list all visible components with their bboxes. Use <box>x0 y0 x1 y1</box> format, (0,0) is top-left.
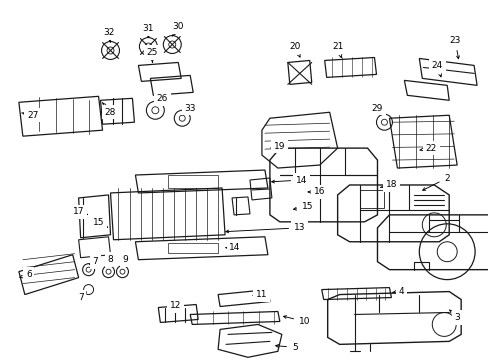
Text: 14: 14 <box>225 243 240 252</box>
Text: 26: 26 <box>156 94 168 103</box>
Text: 6: 6 <box>20 270 32 279</box>
Text: 15: 15 <box>293 202 313 211</box>
Text: 15: 15 <box>93 218 107 228</box>
Text: 7: 7 <box>78 292 86 302</box>
Text: 4: 4 <box>392 287 404 296</box>
Text: 21: 21 <box>331 42 343 58</box>
Text: 31: 31 <box>142 24 154 37</box>
Text: 23: 23 <box>448 36 460 59</box>
Text: 13: 13 <box>225 223 305 233</box>
Text: 8: 8 <box>107 255 113 264</box>
Text: 27: 27 <box>21 111 39 120</box>
Text: 33: 33 <box>184 104 196 113</box>
Text: 7: 7 <box>89 257 98 266</box>
Text: 12: 12 <box>169 301 181 310</box>
Text: 11: 11 <box>252 290 267 299</box>
Text: 20: 20 <box>288 42 300 57</box>
Text: 2: 2 <box>422 174 449 190</box>
Text: 9: 9 <box>122 255 128 264</box>
Text: 1: 1 <box>0 359 1 360</box>
Text: 17: 17 <box>73 207 87 216</box>
Text: 24: 24 <box>431 61 442 77</box>
Text: 3: 3 <box>448 310 459 322</box>
Text: 19: 19 <box>270 141 285 150</box>
Text: 16: 16 <box>307 188 325 197</box>
Text: 30: 30 <box>172 22 183 36</box>
Text: 18: 18 <box>380 180 396 189</box>
Text: 32: 32 <box>102 28 114 42</box>
Text: 28: 28 <box>102 103 116 117</box>
Text: 14: 14 <box>271 176 307 185</box>
Text: 22: 22 <box>419 144 436 153</box>
Text: 25: 25 <box>146 48 158 63</box>
Text: 10: 10 <box>283 316 310 326</box>
Text: 5: 5 <box>275 343 297 352</box>
Text: 29: 29 <box>371 104 383 113</box>
